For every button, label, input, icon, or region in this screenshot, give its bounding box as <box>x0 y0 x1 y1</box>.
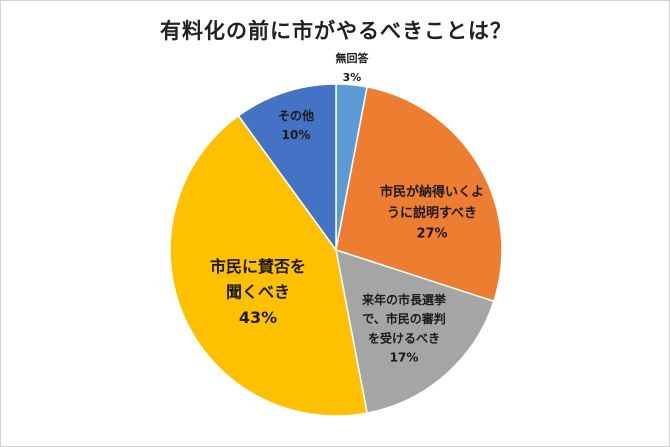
pie-slice-2 <box>335 248 495 414</box>
slice-label-line: 市民に賛否を <box>210 257 306 276</box>
slice-label-line: で、市民の審判 <box>362 311 446 326</box>
slice-label-line: 来年の市長選挙 <box>361 292 447 307</box>
slice-label-line: 無回答 <box>336 51 370 65</box>
pie-slice-1 <box>335 86 503 303</box>
slice-value-label: 10% <box>282 128 311 142</box>
pie-label-0: 無回答 3% <box>336 51 370 84</box>
slice-label-line: 市民が納得いくよ <box>380 184 484 200</box>
slice-value-label: 3% <box>343 71 362 84</box>
chart-title: 有料化の前に市がやるべきことは？ <box>160 19 512 43</box>
pie-label-4: その他 10% <box>278 108 314 142</box>
slice-value-label: 43% <box>239 308 277 327</box>
slice-label-line: 聞くべき <box>226 283 290 302</box>
pie-slice-3 <box>169 114 368 417</box>
slice-value-label: 27% <box>416 227 447 242</box>
pie-slice-4 <box>237 83 337 253</box>
slice-label-line: うに説明すべき <box>387 205 477 221</box>
slice-value-label: 17% <box>390 351 419 365</box>
slice-label-line: その他 <box>278 108 314 123</box>
slice-label-line: を受けるべき <box>368 330 440 345</box>
